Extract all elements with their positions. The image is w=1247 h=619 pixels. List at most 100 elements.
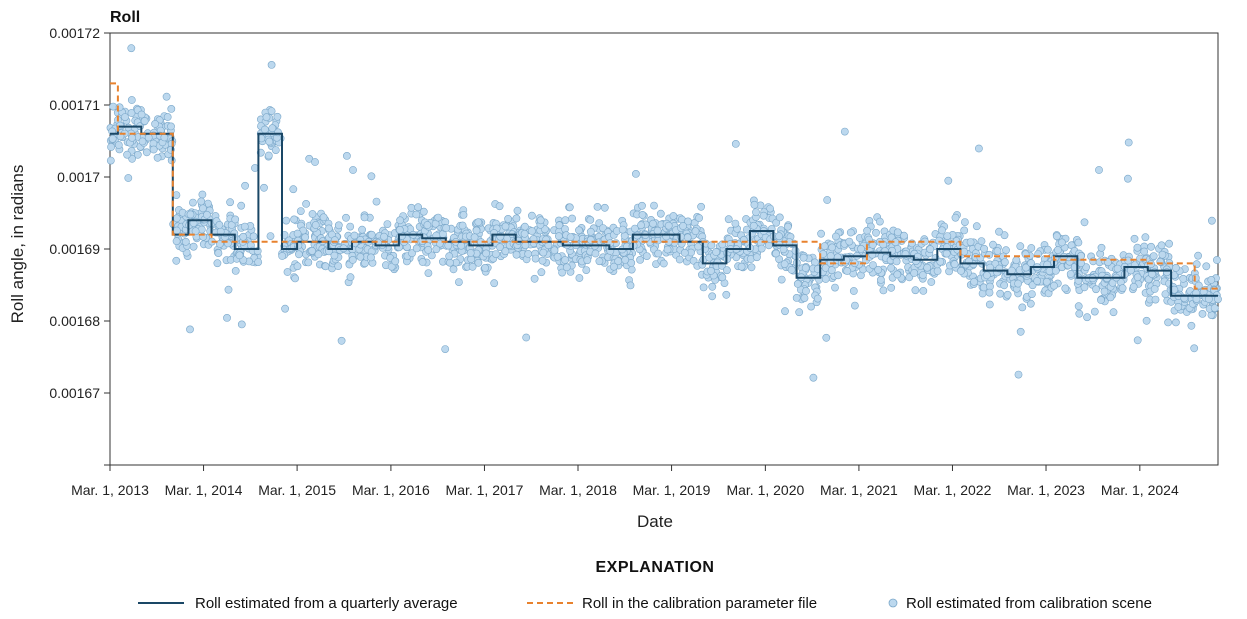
scatter-point [586, 227, 595, 236]
scatter-point [444, 241, 453, 250]
scatter-point [1151, 295, 1160, 304]
scatter-point [980, 244, 988, 253]
scatter-point [766, 204, 774, 213]
scatter-point [817, 229, 825, 238]
scatter-point [1106, 293, 1115, 302]
scatter-point [140, 117, 149, 125]
scatter-point [226, 198, 234, 207]
legend-title: EXPLANATION [596, 559, 715, 576]
scatter-point [395, 225, 404, 234]
scatter-point [642, 252, 651, 260]
scatter-point [1083, 313, 1091, 322]
scatter-point [342, 213, 350, 222]
scatter-point [654, 249, 663, 258]
scatter-point [575, 274, 584, 282]
scatter-point [127, 44, 136, 53]
scatter-point [749, 221, 758, 230]
scatter-point [618, 225, 627, 234]
scatter-point [191, 227, 200, 236]
scatter-point [1202, 262, 1211, 271]
scatter-point [1179, 274, 1188, 283]
scatter-point [1198, 309, 1207, 318]
scatter-point [781, 307, 789, 316]
scatter-point [575, 226, 583, 235]
scatter-point [224, 285, 233, 294]
legend-swatch-calibration-scene [888, 598, 898, 608]
scatter-point [231, 266, 240, 275]
scatter-point [380, 232, 388, 241]
scatter-point [227, 220, 236, 229]
scatter-point [722, 290, 731, 299]
scatter-point [831, 283, 839, 292]
scatter-point [172, 226, 181, 235]
scatter-point [249, 232, 258, 241]
scatter-point [1027, 244, 1036, 252]
x-tick-label: Mar. 1, 2014 [165, 482, 243, 498]
scatter-point [595, 257, 604, 266]
scatter-point [240, 222, 249, 231]
scatter-point [593, 202, 602, 211]
scatter-point [314, 250, 323, 259]
scatter-point [731, 139, 740, 148]
scatter-point [391, 257, 400, 266]
scatter-point [202, 210, 211, 219]
scatter-point [186, 210, 195, 219]
scatter-point [881, 247, 889, 255]
scatter-point [659, 259, 668, 268]
scatter-point [632, 169, 640, 178]
scatter-point [1129, 282, 1138, 291]
scatter-point [1113, 264, 1122, 273]
scatter-point [501, 222, 510, 231]
scatter-point [188, 198, 197, 207]
scatter-point [1194, 281, 1203, 290]
x-tick-label: Mar. 1, 2013 [71, 482, 149, 498]
scatter-point [1052, 232, 1061, 241]
scatter-point [1172, 318, 1180, 327]
scatter-point [273, 112, 282, 121]
scatter-point [360, 213, 369, 222]
scatter-point [840, 127, 849, 136]
scatter-point [530, 274, 539, 283]
scatter-point [553, 252, 562, 261]
x-tick-label: Mar. 1, 2020 [726, 482, 804, 498]
scatter-point [752, 208, 760, 217]
scatter-point [127, 109, 136, 117]
scatter-point [951, 213, 960, 222]
scatter-point [772, 249, 780, 258]
scatter-point [537, 268, 546, 277]
scatter-point [995, 227, 1003, 236]
scatter-point [418, 258, 427, 266]
scatter-point [944, 176, 953, 185]
x-tick-label: Mar. 1, 2022 [914, 482, 992, 498]
scatter-point [334, 221, 343, 230]
scatter-point [801, 264, 810, 272]
scatter-point [823, 196, 832, 204]
scatter-point [843, 267, 852, 275]
scatter-point [358, 225, 366, 234]
scatter-point [985, 250, 994, 259]
scatter-point [1000, 231, 1009, 240]
scatter-point [1050, 281, 1058, 290]
scatter-point [1080, 283, 1089, 292]
scatter-point [656, 209, 665, 218]
scatter-point [857, 244, 865, 253]
scatter-point [1074, 238, 1083, 247]
scatter-point [1075, 309, 1084, 318]
scatter-point [372, 197, 381, 206]
scatter-point [239, 232, 248, 241]
scatter-point [893, 228, 902, 237]
x-tick-label: Mar. 1, 2023 [1007, 482, 1085, 498]
scatter-point [800, 294, 809, 302]
scatter-point [636, 255, 644, 264]
y-tick-label: 0.00171 [49, 97, 100, 113]
scatter-point [133, 150, 142, 159]
scatter-point [167, 105, 176, 113]
scatter-point [669, 212, 678, 220]
scatter-point [1210, 304, 1219, 312]
scatter-point [504, 214, 512, 223]
scatter-point [989, 240, 997, 249]
scatter-point [278, 252, 287, 260]
scatter-point [872, 228, 880, 237]
scatter-point [910, 269, 919, 277]
scatter-point [1208, 216, 1216, 225]
